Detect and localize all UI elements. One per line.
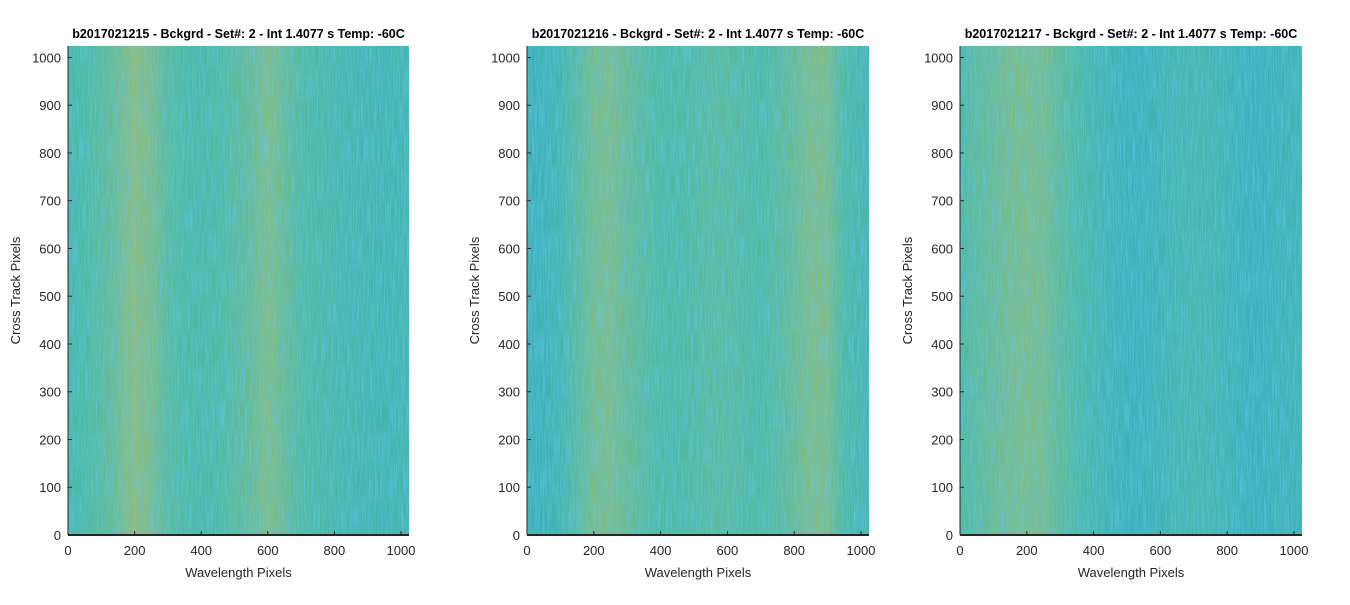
- y-tick-label: 500: [931, 289, 953, 304]
- y-axis-label: Cross Track Pixels: [8, 236, 23, 344]
- panel-2: 0 200 400 600 800 1000 0 100 200 300 400 500 600 700 8…: [467, 27, 875, 580]
- x-tick-label: 200: [1016, 543, 1038, 558]
- chart-title: b2017021216 - Bckgrd - Set#: 2 - Int 1.4…: [532, 27, 865, 41]
- x-axis-label: Wavelength Pixels: [645, 565, 752, 580]
- y-tick-label: 400: [39, 337, 61, 352]
- x-tick-label: 0: [956, 543, 963, 558]
- y-tick-label: 600: [931, 241, 953, 256]
- x-tick-label: 800: [1216, 543, 1238, 558]
- y-tick-label: 300: [931, 385, 953, 400]
- y-axis-label: Cross Track Pixels: [900, 236, 915, 344]
- y-tick-label: 600: [39, 241, 61, 256]
- x-tick-label: 600: [1150, 543, 1172, 558]
- y-tick-label: 1000: [491, 50, 520, 65]
- y-tick-label: 200: [39, 432, 61, 447]
- y-tick-label: 0: [54, 528, 61, 543]
- y-tick-label: 300: [39, 385, 61, 400]
- x-tick-label: 0: [64, 543, 71, 558]
- y-tick-label: 200: [931, 432, 953, 447]
- x-tick-label: 1000: [847, 543, 876, 558]
- y-tick-label: 900: [39, 98, 61, 113]
- panel-3: 0 200 400 600 800 1000 0 100 200 300 400 500 600 700 8…: [900, 27, 1308, 580]
- x-tick-label: 400: [650, 543, 672, 558]
- y-tick-label: 100: [39, 480, 61, 495]
- heatmap-noise: [68, 46, 409, 535]
- y-tick-label: 500: [39, 289, 61, 304]
- x-tick-label: 1000: [1280, 543, 1309, 558]
- x-tick-label: 1000: [387, 543, 416, 558]
- y-tick-label: 1000: [924, 50, 953, 65]
- y-tick-label: 600: [498, 241, 520, 256]
- chart-title: b2017021217 - Bckgrd - Set#: 2 - Int 1.4…: [965, 27, 1298, 41]
- y-axis-label: Cross Track Pixels: [467, 236, 482, 344]
- y-tick-label: 800: [931, 146, 953, 161]
- y-tick-label: 900: [931, 98, 953, 113]
- heatmap-noise: [527, 46, 869, 535]
- y-tick-label: 900: [498, 98, 520, 113]
- y-tick-label: 100: [931, 480, 953, 495]
- x-axis-label: Wavelength Pixels: [1078, 565, 1185, 580]
- y-tick-label: 400: [931, 337, 953, 352]
- x-axis-label: Wavelength Pixels: [185, 565, 292, 580]
- y-tick-label: 800: [39, 146, 61, 161]
- heatmap-noise: [960, 46, 1302, 535]
- x-tick-label: 400: [1083, 543, 1105, 558]
- y-tick-label: 300: [498, 385, 520, 400]
- y-tick-label: 500: [498, 289, 520, 304]
- y-tick-label: 100: [498, 480, 520, 495]
- x-tick-label: 400: [190, 543, 212, 558]
- x-tick-label: 600: [717, 543, 739, 558]
- y-tick-label: 800: [498, 146, 520, 161]
- y-tick-label: 400: [498, 337, 520, 352]
- y-tick-label: 700: [39, 194, 61, 209]
- y-tick-label: 0: [513, 528, 520, 543]
- x-tick-label: 200: [124, 543, 146, 558]
- y-tick-label: 1000: [32, 50, 61, 65]
- panel-1: 0 200 400 600 800 1000 0 100 200 300 400 500 600 700 8…: [8, 27, 415, 580]
- x-tick-label: 600: [257, 543, 279, 558]
- x-tick-label: 800: [324, 543, 346, 558]
- x-tick-label: 0: [523, 543, 530, 558]
- chart-title: b2017021215 - Bckgrd - Set#: 2 - Int 1.4…: [72, 27, 405, 41]
- x-tick-label: 800: [783, 543, 805, 558]
- y-tick-label: 700: [498, 194, 520, 209]
- y-tick-label: 700: [931, 194, 953, 209]
- y-tick-label: 200: [498, 432, 520, 447]
- y-tick-label: 0: [946, 528, 953, 543]
- x-tick-label: 200: [583, 543, 605, 558]
